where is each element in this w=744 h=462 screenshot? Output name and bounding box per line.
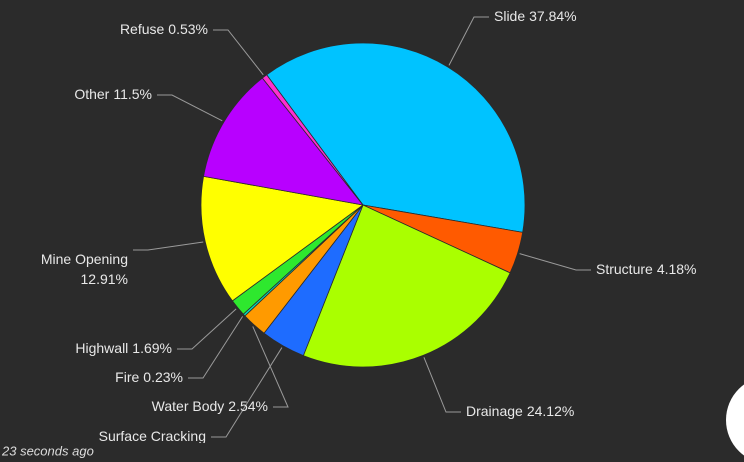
leader-line (448, 16, 489, 66)
labels: Slide 37.84% Structure 4.18% Drainage 24.12% S… (41, 8, 697, 444)
slice-value: 0.53% (168, 21, 208, 37)
leader-line (177, 308, 237, 350)
pie-slice (302, 204, 511, 368)
leader-line (211, 347, 283, 438)
pie-slice (203, 77, 364, 206)
leader-line (423, 357, 461, 413)
slice-label: Surface Cracking (99, 428, 206, 444)
slice-label: Slide 37.84% (494, 8, 577, 24)
leader-line (252, 326, 289, 408)
slice-value: 24.12% (527, 403, 574, 419)
leader-line (133, 241, 204, 251)
updated-time: 23 seconds ago (1, 443, 94, 458)
slice-name: Water Body (152, 398, 225, 414)
floating-button[interactable] (726, 376, 744, 462)
leader-line (157, 94, 223, 122)
slice-name: Drainage (466, 403, 523, 419)
slice-label: Mine Opening 12.91% (41, 251, 128, 287)
slice-value: 0.23% (143, 369, 183, 385)
pie-slice (266, 42, 526, 233)
pie-slice (261, 74, 364, 206)
slice-value: 11.5% (113, 86, 152, 102)
slice-name: Slide (494, 8, 525, 24)
leader-line (213, 29, 264, 76)
slice-name: Other (74, 86, 109, 102)
slice-label: Highwall 1.69% (75, 340, 172, 356)
slice-value: 37.84% (529, 8, 576, 24)
slice-label: Fire 0.23% (115, 369, 183, 385)
slice-value: 1.69% (132, 340, 172, 356)
leader-line (519, 253, 591, 271)
slice-value: 4.18% (657, 261, 697, 277)
slice-name: Surface Cracking (99, 428, 206, 444)
slice-label: Drainage 24.12% (466, 403, 574, 419)
pie (200, 42, 526, 368)
slice-name: Mine Opening (41, 251, 128, 267)
slice-name: Refuse (120, 21, 165, 37)
slice-name: Fire (115, 369, 139, 385)
slice-label: Refuse 0.53% (120, 21, 208, 37)
slice-label: Other 11.5% (74, 86, 152, 102)
leader-line (188, 316, 244, 379)
slice-label: Water Body 2.54% (152, 398, 268, 414)
slice-name: Structure (596, 261, 653, 277)
slice-value: 2.54% (228, 398, 268, 414)
slice-value: 12.91% (81, 271, 128, 287)
slice-name: Highwall (75, 340, 128, 356)
pie-slice (200, 175, 364, 302)
slice-label: Structure 4.18% (596, 261, 697, 277)
